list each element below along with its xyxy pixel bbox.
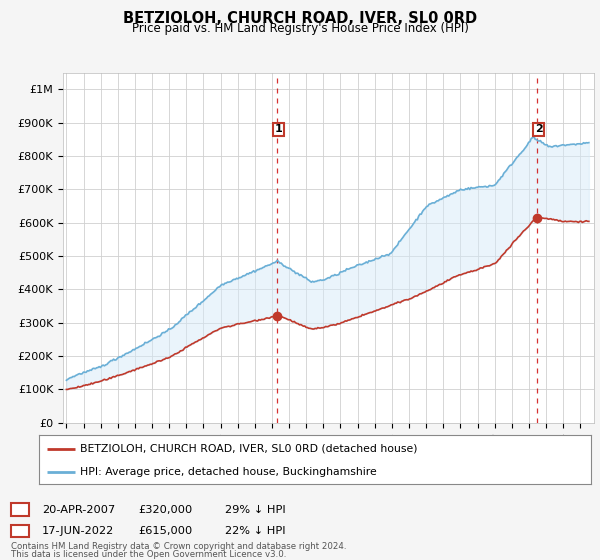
Text: HPI: Average price, detached house, Buckinghamshire: HPI: Average price, detached house, Buck… — [80, 467, 377, 477]
Text: Price paid vs. HM Land Registry's House Price Index (HPI): Price paid vs. HM Land Registry's House … — [131, 22, 469, 35]
Text: 29% ↓ HPI: 29% ↓ HPI — [225, 505, 286, 515]
Text: BETZIOLOH, CHURCH ROAD, IVER, SL0 0RD: BETZIOLOH, CHURCH ROAD, IVER, SL0 0RD — [123, 11, 477, 26]
Text: 2: 2 — [535, 124, 542, 134]
Text: Contains HM Land Registry data © Crown copyright and database right 2024.: Contains HM Land Registry data © Crown c… — [11, 542, 346, 551]
Text: 1: 1 — [275, 124, 283, 134]
Text: £320,000: £320,000 — [138, 505, 192, 515]
Text: BETZIOLOH, CHURCH ROAD, IVER, SL0 0RD (detached house): BETZIOLOH, CHURCH ROAD, IVER, SL0 0RD (d… — [80, 444, 418, 454]
Text: This data is licensed under the Open Government Licence v3.0.: This data is licensed under the Open Gov… — [11, 550, 286, 559]
Text: 17-JUN-2022: 17-JUN-2022 — [42, 526, 114, 536]
Text: 1: 1 — [16, 505, 23, 515]
Text: 22% ↓ HPI: 22% ↓ HPI — [225, 526, 286, 536]
Text: 2: 2 — [16, 526, 23, 536]
Text: £615,000: £615,000 — [138, 526, 192, 536]
Text: 20-APR-2007: 20-APR-2007 — [42, 505, 115, 515]
